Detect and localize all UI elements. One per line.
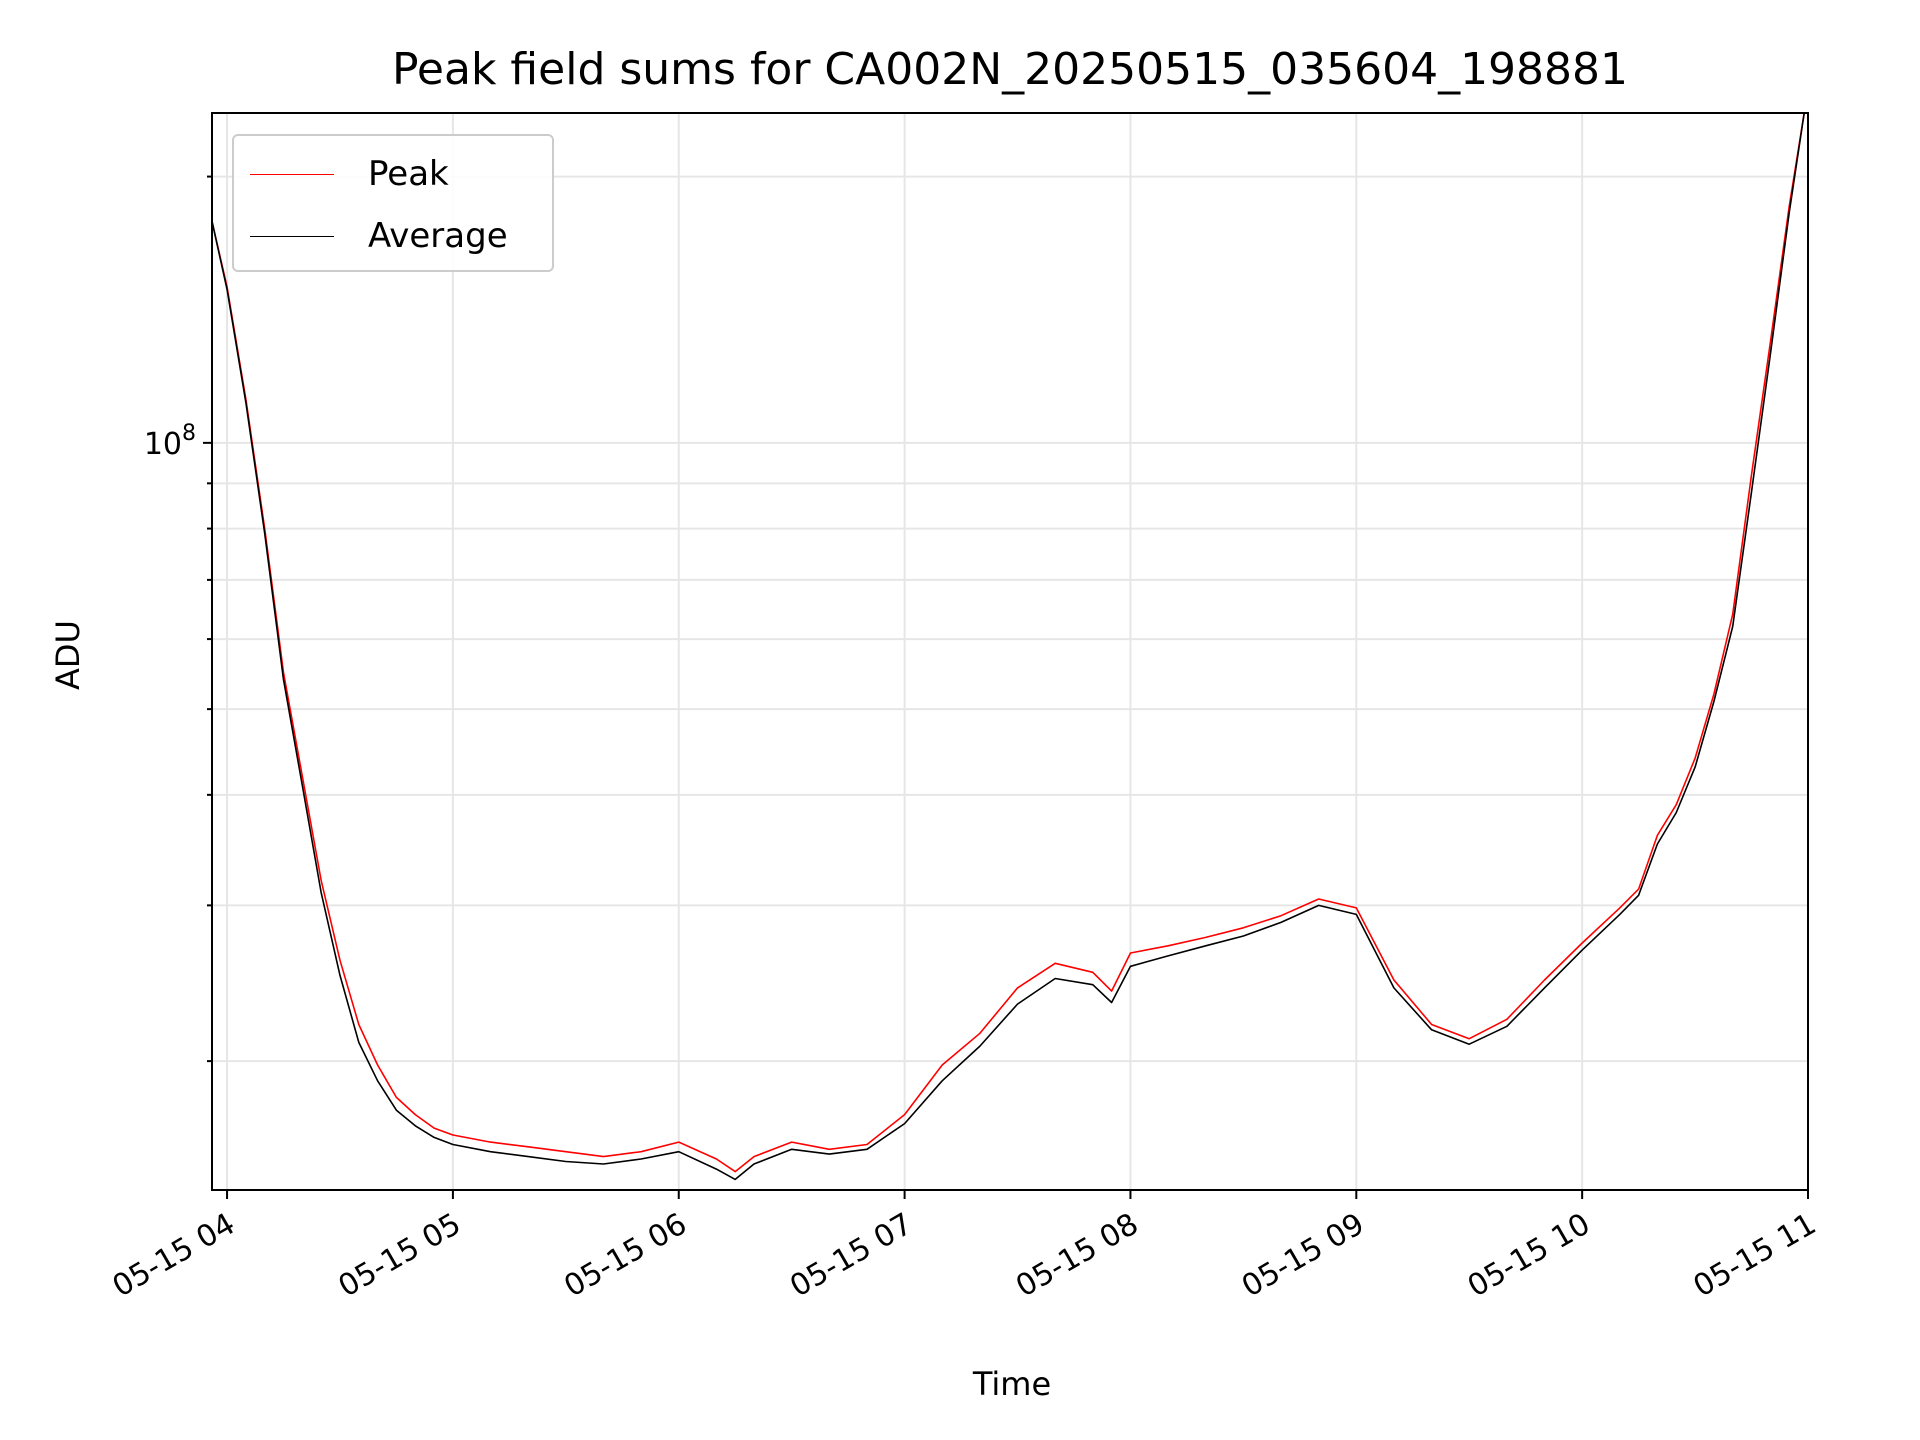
grid-lines (212, 113, 1809, 1190)
x-tick-label: 05-15 08 (1010, 1207, 1144, 1305)
legend-item-average: Average (250, 216, 508, 256)
legend: Peak Average (232, 134, 554, 272)
chart-title: Peak field sums for CA002N_20250515_0356… (391, 44, 1629, 95)
x-tick-label: 05-15 06 (558, 1207, 692, 1305)
x-tick-label: 05-15 09 (1236, 1207, 1370, 1305)
legend-swatch-average (250, 235, 334, 237)
x-tick-label: 05-15 10 (1462, 1207, 1596, 1305)
plot-frame (211, 112, 1809, 1191)
axis-ticks: 05-15 04 05-15 05 05-15 06 05-15 07 05-15 08… (107, 175, 1822, 1305)
series-line-average (211, 112, 1805, 1181)
legend-label-peak: Peak (368, 154, 449, 194)
x-axis-label: Time (972, 1365, 1052, 1403)
legend-label-average: Average (368, 216, 508, 256)
series-line-peak (211, 112, 1805, 1173)
x-tick-label: 05-15 04 (107, 1207, 241, 1305)
legend-swatch-peak (250, 173, 334, 175)
legend-item-peak: Peak (250, 154, 449, 194)
x-tick-label: 05-15 07 (784, 1207, 918, 1305)
data-lines (211, 112, 1805, 1181)
y-axis-label: ADU (49, 620, 87, 690)
x-tick-label: 05-15 11 (1688, 1207, 1822, 1305)
y-tick-label: 108 (144, 421, 196, 462)
x-tick-label: 05-15 05 (333, 1207, 467, 1305)
